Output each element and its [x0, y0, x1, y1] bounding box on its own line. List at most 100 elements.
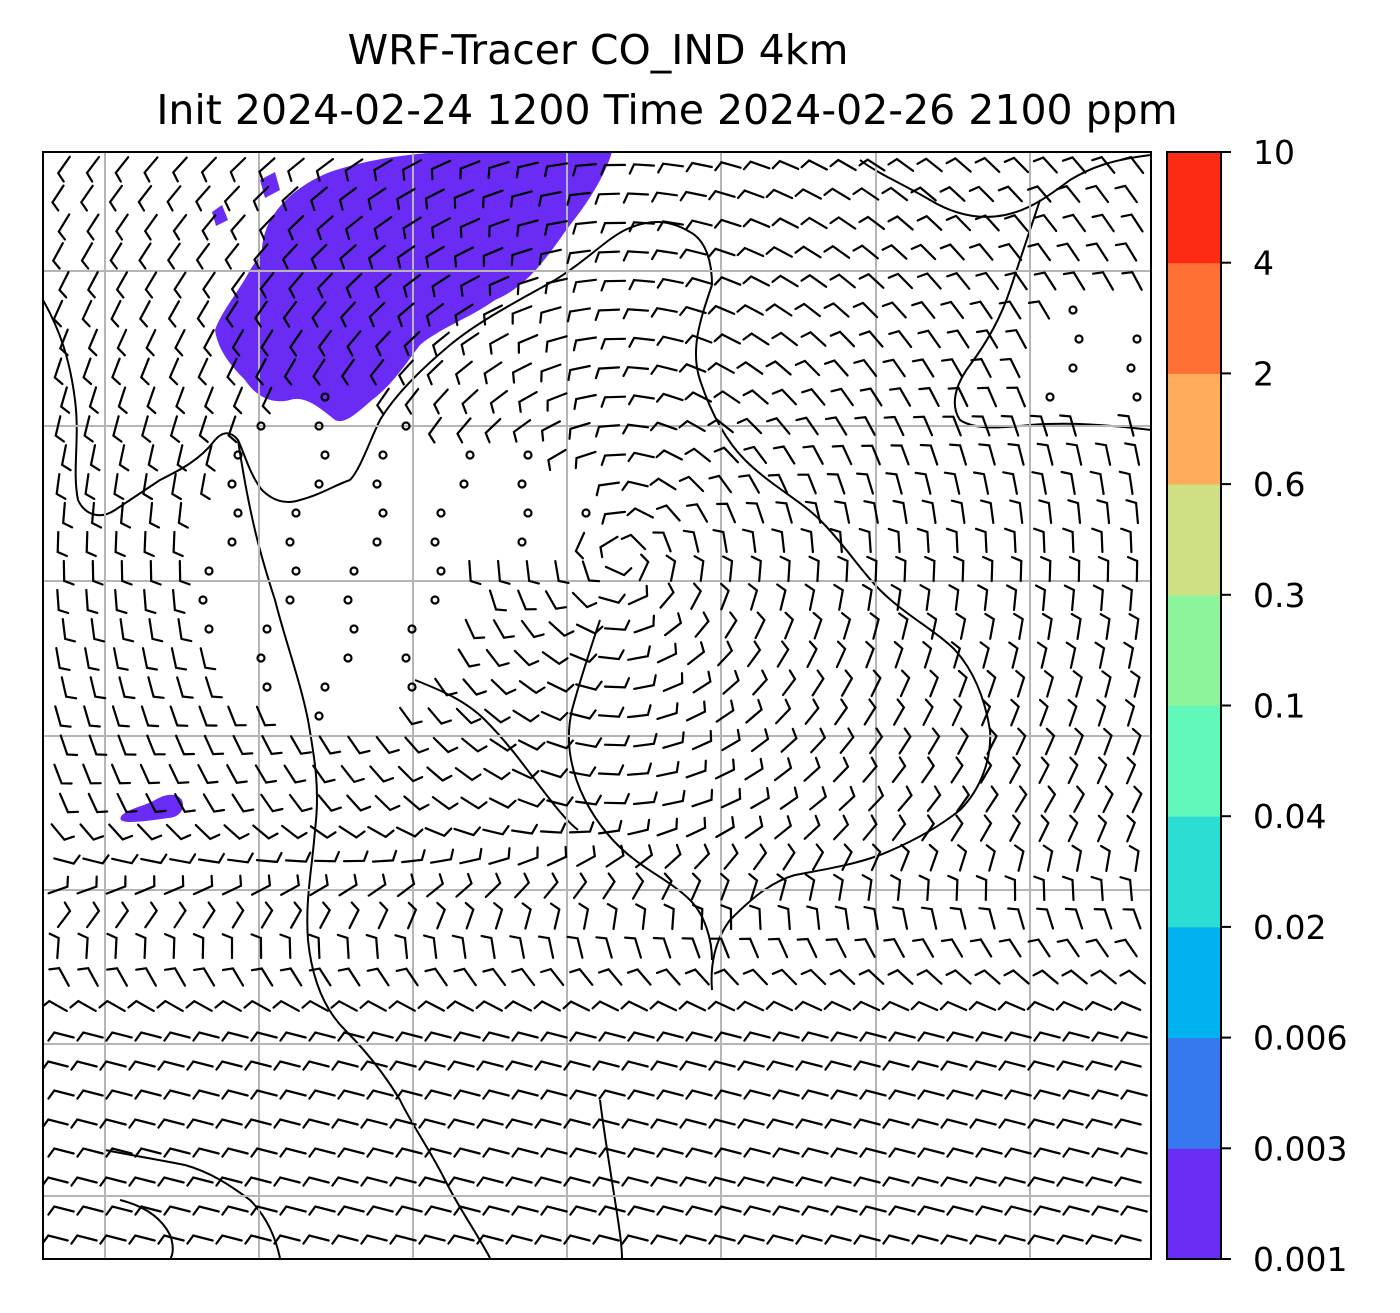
wind-barb: [193, 967, 216, 987]
wind-barb: [279, 933, 292, 960]
wind-barb: [546, 681, 575, 693]
wind-barb: [1114, 242, 1138, 262]
wind-barb: [720, 872, 730, 901]
wind-barb: [946, 1031, 974, 1042]
wind-barb: [260, 793, 284, 813]
wind-barb: [1027, 1060, 1055, 1071]
wind-barb: [366, 1205, 394, 1216]
wind-barb: [947, 386, 969, 408]
wind-barb: [1014, 785, 1028, 813]
wind-barb: [664, 612, 683, 637]
wind-barb: [453, 967, 477, 987]
wind-barb: [766, 417, 791, 435]
wind-barb: [939, 1000, 968, 1012]
wind-barb: [544, 277, 568, 295]
wind-barb: [482, 1031, 510, 1042]
wind-barb: [1101, 670, 1112, 698]
wind-barb: [520, 619, 545, 639]
wind-barb: [108, 184, 123, 212]
wind-barb: [401, 849, 426, 864]
wind-barb: [143, 156, 159, 183]
wind-barb: [1056, 938, 1080, 958]
wind-barb: [70, 1118, 98, 1129]
wind-barb: [128, 1234, 156, 1245]
wind-barb: [601, 510, 626, 525]
wind-barb: [177, 502, 189, 529]
wind-barb: [737, 1234, 765, 1245]
wind-barb: [517, 334, 539, 354]
wind-barb: [540, 1031, 568, 1042]
wind-barb: [800, 159, 828, 171]
wind-barb: [1085, 1060, 1113, 1071]
wind-barb: [656, 1031, 684, 1042]
wind-barb: [43, 1060, 69, 1071]
wind-barb: [48, 967, 70, 987]
wind-barb: [750, 555, 762, 583]
wind-barb: [806, 905, 821, 930]
calm-wind-marker: [401, 653, 411, 663]
wind-barb: [870, 843, 882, 872]
wind-barb: [621, 1234, 649, 1245]
wind-barb: [977, 584, 989, 611]
wind-barb: [424, 1205, 452, 1216]
wind-barb: [801, 1089, 829, 1100]
wind-barb: [279, 1031, 307, 1042]
wind-barb: [638, 553, 650, 582]
wind-barb: [1074, 727, 1084, 756]
wind-barb: [975, 329, 999, 349]
wind-barb: [708, 189, 736, 201]
wind-barb: [309, 874, 329, 897]
wind-barb: [403, 331, 421, 357]
wind-barb: [232, 734, 254, 756]
wind-barb: [794, 1000, 823, 1012]
wind-barb: [691, 729, 713, 751]
wind-barb: [1091, 527, 1104, 554]
wind-barb: [221, 1031, 249, 1042]
wind-barb: [720, 787, 742, 809]
wind-barb: [852, 187, 880, 201]
wind-barb: [622, 192, 650, 204]
wind-barb: [203, 734, 225, 756]
wind-barb: [43, 1234, 69, 1245]
wind-barb: [681, 937, 701, 959]
wind-barb: [86, 271, 99, 299]
wind-barb: [111, 357, 121, 386]
wind-barb: [453, 1031, 481, 1042]
wind-barb: [694, 843, 711, 870]
wind-barb: [975, 1089, 1003, 1100]
wind-barb: [202, 271, 216, 299]
wind-barb: [309, 825, 337, 840]
wind-barb: [598, 1031, 626, 1042]
wind-barb: [743, 1089, 771, 1100]
wind-barb: [714, 1205, 742, 1216]
wind-barb: [111, 705, 130, 728]
wind-barb: [459, 160, 481, 180]
wind-barb: [493, 902, 504, 930]
wind-barb: [140, 705, 160, 728]
wind-barb: [134, 1147, 162, 1158]
wind-barb: [633, 614, 655, 634]
wind-barb: [86, 901, 101, 929]
wind-barb: [1005, 329, 1027, 349]
wind-barb: [920, 906, 938, 930]
wind-barb: [367, 244, 386, 269]
wind-barb: [1114, 1176, 1142, 1187]
wind-barb: [690, 582, 703, 610]
wind-barb: [656, 642, 678, 664]
wind-barb: [90, 501, 103, 529]
wind-barb: [881, 301, 907, 319]
wind-barb: [460, 796, 488, 810]
wind-barb: [1067, 814, 1079, 843]
wind-barb: [715, 699, 735, 723]
wind-barb: [861, 874, 873, 901]
calm-wind-marker: [291, 508, 301, 518]
wind-barb: [167, 300, 180, 328]
colorbar-tick-label: 2: [1253, 354, 1274, 393]
wind-barb: [426, 766, 453, 782]
wind-barb: [252, 185, 270, 212]
wind-barb: [592, 1234, 620, 1245]
wind-barb: [43, 1176, 69, 1187]
wind-barb: [447, 1234, 475, 1245]
wind-barb: [829, 528, 843, 554]
wind-barb: [946, 1147, 974, 1158]
